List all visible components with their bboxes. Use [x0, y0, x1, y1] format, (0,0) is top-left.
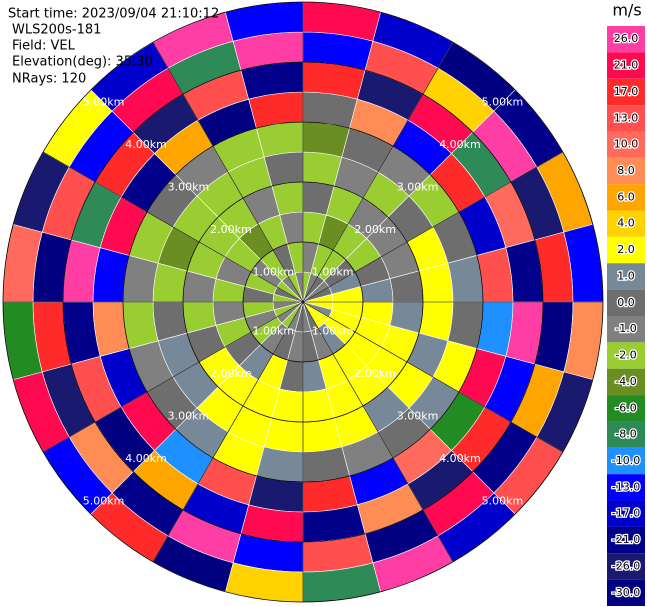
colorbar-band [607, 316, 645, 343]
colorbar-label: 2.0 [617, 243, 635, 256]
range-ring-label: 2.00km [354, 367, 396, 380]
colorbar-label: 26.0 [614, 32, 639, 45]
colorbar-label: 1.0 [617, 269, 635, 282]
velocity-cell [122, 301, 159, 349]
info-instrument: WLS200s-181 [12, 23, 101, 38]
range-ring-label: 5.00km [83, 494, 125, 507]
radial-line [43, 151, 304, 303]
range-ring-label: 3.00km [168, 180, 210, 193]
radial-line [302, 151, 563, 303]
range-ring-label: 5.00km [482, 96, 524, 109]
range-ring [122, 121, 484, 483]
colorbar-band [607, 157, 645, 185]
range-ring [62, 61, 544, 543]
range-ring [2, 1, 604, 603]
radial-line [152, 42, 304, 303]
radial-line [43, 301, 304, 453]
colorbar-band [607, 263, 645, 290]
colorbar-band [607, 26, 645, 53]
colorbar-label: 17.0 [614, 85, 639, 98]
colorbar-band [607, 105, 645, 132]
velocity-cell [302, 121, 350, 158]
colorbar-label: -6.0 [615, 401, 636, 414]
colorbar-title: m/s [612, 1, 641, 20]
colorbar-label: -4.0 [615, 375, 636, 388]
range-ring-label: 1.00km [312, 325, 354, 338]
range-ring-label: 2.00km [210, 367, 252, 380]
range-ring-label: 2.00km [210, 223, 252, 236]
range-ring-label: 5.00km [83, 96, 125, 109]
colorbar-band [607, 421, 645, 448]
colorbar-label: -26.0 [612, 559, 640, 572]
colorbar-label: 4.0 [617, 217, 635, 230]
colorbar-label: -13.0 [612, 480, 640, 493]
colorbar-label: 10.0 [614, 138, 639, 151]
velocity-cell [447, 255, 484, 303]
colorbar-label: 13.0 [614, 111, 639, 124]
colorbar-label: 8.0 [617, 164, 635, 177]
range-ring-label: 1.00km [253, 325, 295, 338]
colorbar-band [607, 131, 645, 158]
range-ring-label: 3.00km [397, 410, 439, 423]
colorbar-label: -17.0 [612, 507, 640, 520]
radial-line [152, 301, 304, 562]
plot-area [2, 1, 604, 603]
colorbar-band [607, 500, 645, 527]
colorbar-band [607, 289, 645, 316]
colorbar-label: -8.0 [615, 428, 636, 441]
colorbar-label: 21.0 [614, 59, 639, 72]
range-ring-label: 3.00km [168, 410, 210, 423]
range-ring [242, 241, 364, 363]
radial-line [302, 42, 454, 303]
colorbar-band [607, 342, 645, 369]
colorbar-band [607, 368, 645, 396]
colorbar-band [607, 184, 645, 211]
range-ring-label: 4.00km [125, 138, 167, 151]
colorbar-band [607, 78, 645, 106]
range-ring-label: 4.00km [439, 452, 481, 465]
radial-line [302, 301, 563, 453]
colorbar-band [607, 526, 645, 554]
radial-line [302, 301, 454, 562]
range-ring-label: 4.00km [439, 138, 481, 151]
colorbar-band [607, 52, 645, 79]
range-ring [182, 181, 424, 423]
info-elevation: Elevation(deg): 35.30 [12, 55, 153, 70]
range-ring-label: 1.00km [312, 265, 354, 278]
range-ring-label: 1.00km [253, 265, 295, 278]
colorbar-band [607, 579, 645, 606]
colorbar-label: -2.0 [615, 349, 636, 362]
colorbar-label: -1.0 [615, 322, 636, 335]
range-ring-label: 4.00km [125, 452, 167, 465]
range-ring-label: 5.00km [482, 494, 524, 507]
colorbar-band [607, 236, 645, 264]
info-nrays: NRays: 120 [12, 72, 86, 87]
info-start-time: Start time: 2023/09/04 21:10:12 [8, 7, 219, 22]
colorbar-label: 0.0 [617, 296, 635, 309]
colorbar-label: -10.0 [612, 454, 640, 467]
colorbar-band [607, 553, 645, 580]
colorbar-band [607, 395, 645, 422]
range-ring-label: 3.00km [397, 180, 439, 193]
colorbar-band [607, 210, 645, 237]
velocity-cell [447, 301, 484, 349]
colorbar-label: 6.0 [617, 190, 635, 203]
velocity-cell [256, 121, 304, 158]
colorbar-band [607, 447, 645, 475]
velocity-cell [122, 255, 159, 303]
colorbar-label: -21.0 [612, 533, 640, 546]
velocity-cell [302, 446, 350, 483]
info-field: Field: VEL [12, 39, 76, 54]
overlay: Start time: 2023/09/04 21:10:12 WLS200s-… [8, 1, 645, 606]
velocity-cell [256, 446, 304, 483]
colorbar-label: -30.0 [612, 586, 640, 599]
colorbar-band [607, 474, 645, 501]
range-ring-label: 2.00km [354, 223, 396, 236]
